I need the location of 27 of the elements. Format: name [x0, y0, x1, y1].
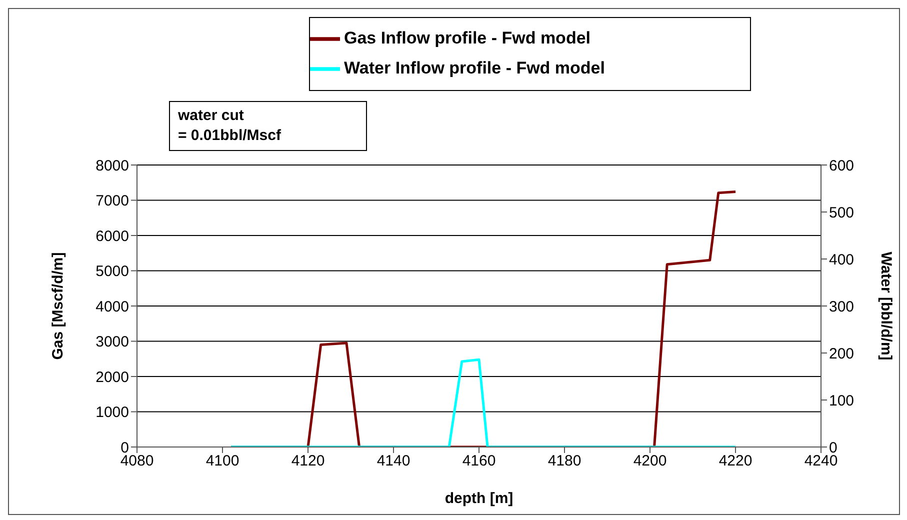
y-tick-label: 3000	[96, 334, 129, 351]
y-tick-label: 8000	[96, 157, 129, 174]
y-tick-label: 6000	[96, 228, 129, 245]
y2-tick-label: 400	[829, 251, 854, 268]
x-axis-title: depth [m]	[444, 490, 514, 507]
y-tick-label: 7000	[96, 192, 129, 210]
x-tick-label: 4220	[718, 452, 752, 470]
x-tick-label: 4140	[376, 452, 410, 470]
x-tick-label: 4100	[206, 452, 240, 470]
y2-axis-title: Water [bbl/d/m]	[878, 252, 895, 360]
y2-tick-label: 200	[829, 345, 854, 362]
y2-tick-label: 100	[829, 392, 854, 410]
x-tick-label: 4180	[548, 452, 582, 470]
y-axis-title: Gas [Mscf/d/m]	[49, 252, 66, 360]
y-tick-label: 2000	[96, 368, 129, 386]
text: water cut = 0.01bbl/Mscf	[169, 101, 367, 151]
y2-tick-label: 300	[829, 298, 854, 316]
y-tick-label: 4000	[96, 298, 129, 316]
x-tick-label: 4160	[462, 452, 496, 470]
x-tick-label: 4120	[291, 452, 325, 470]
legend-label: Gas Inflow profile - Fwd model	[344, 28, 591, 48]
legend-label: Water Inflow profile - Fwd model	[344, 58, 605, 78]
y-tick-label: 1000	[96, 404, 129, 422]
y2-tick-label: 600	[829, 157, 854, 174]
y-tick-label: 5000	[96, 263, 129, 280]
x-tick-label: 4200	[633, 452, 667, 470]
y2-tick-label: 500	[829, 204, 854, 222]
